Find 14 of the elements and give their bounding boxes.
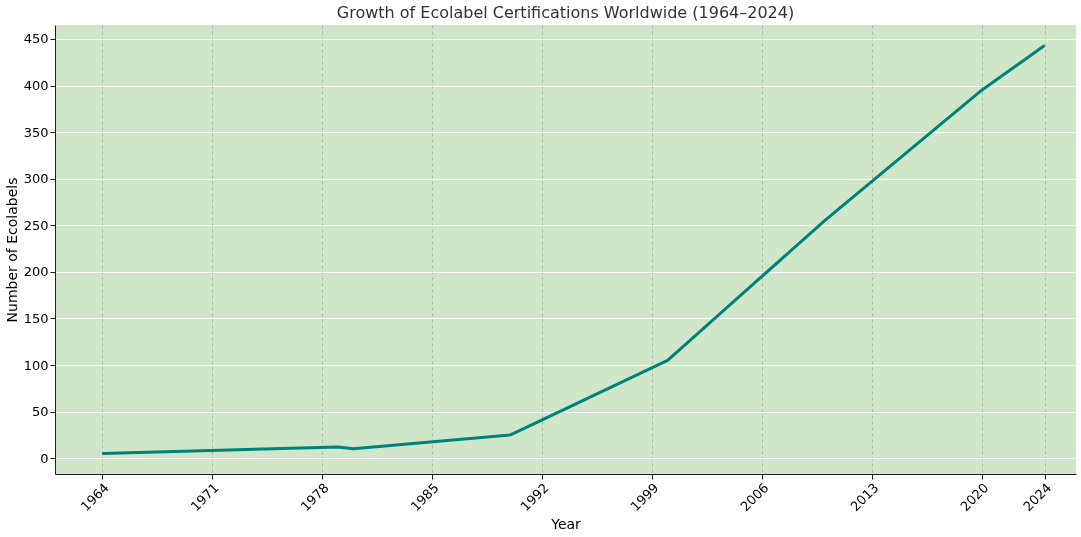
y-tick-label: 50: [31, 404, 49, 420]
x-axis-title: Year: [550, 516, 582, 533]
line-series: [100, 43, 1047, 456]
chart-title: Growth of Ecolabel Certifications Worldwide (1964–2024): [336, 3, 795, 22]
y-tick-label: 400: [23, 78, 49, 94]
y-tick-label: 250: [23, 217, 49, 233]
y-tick-label: 450: [23, 31, 49, 47]
y-tick-label: 100: [23, 357, 49, 373]
y-tick-label: 150: [23, 310, 49, 326]
y-tick-label: 0: [40, 450, 49, 466]
y-axis-title: Number of Ecolabels: [3, 177, 20, 323]
y-tick-label: 300: [23, 171, 49, 187]
y-tick-label: 200: [23, 264, 49, 280]
y-tick-label: 350: [23, 124, 49, 140]
